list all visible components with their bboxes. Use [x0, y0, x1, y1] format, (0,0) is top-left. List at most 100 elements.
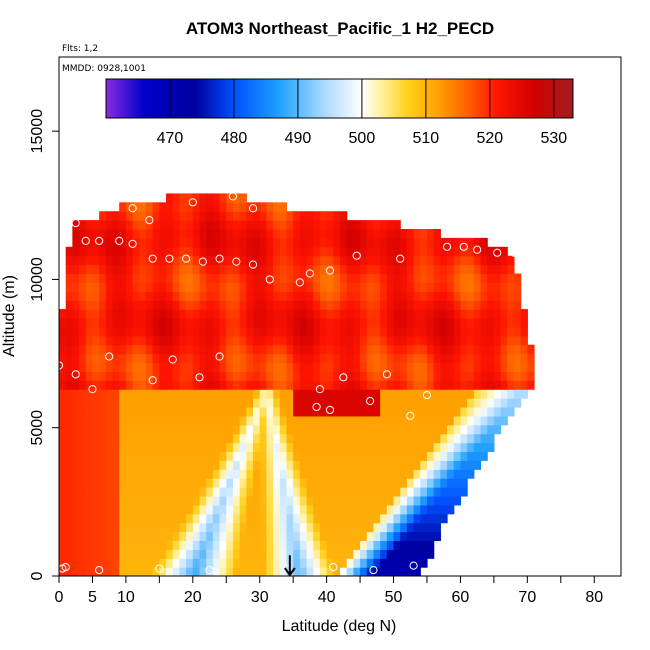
heatmap-cell: [85, 300, 94, 310]
heatmap-cell: [426, 549, 435, 559]
heatmap-cell: [119, 335, 127, 346]
heatmap-cell: [453, 495, 462, 506]
heatmap-cell: [319, 335, 328, 346]
heatmap-cell: [159, 326, 167, 337]
heatmap-cell: [286, 237, 294, 248]
heatmap-cell: [145, 202, 154, 212]
heatmap-cell: [212, 451, 221, 461]
heatmap-cell: [426, 344, 435, 355]
heatmap-cell: [79, 389, 87, 399]
heatmap-cell: [447, 300, 455, 310]
heatmap-cell: [145, 326, 154, 337]
heatmap-cell: [406, 255, 415, 266]
heatmap-cell: [159, 406, 167, 417]
heatmap-cell: [65, 291, 73, 301]
heatmap-cell: [253, 353, 261, 364]
heatmap-cell: [346, 255, 354, 266]
heatmap-cell: [500, 389, 508, 399]
heatmap-cell: [172, 246, 181, 257]
heatmap-cell: [400, 513, 408, 524]
heatmap-cell: [266, 326, 274, 337]
heatmap-cell: [447, 504, 455, 515]
heatmap-cell: [119, 460, 127, 470]
heatmap-cell: [105, 326, 114, 337]
heatmap-cell: [413, 380, 421, 390]
heatmap-cell: [480, 309, 488, 319]
heatmap-cell: [172, 406, 181, 417]
heatmap-cell: [219, 344, 227, 355]
heatmap-cell: [440, 433, 448, 444]
heatmap-cell: [393, 237, 401, 248]
heatmap-cell: [226, 469, 234, 479]
heatmap-cell: [132, 309, 140, 319]
heatmap-cell: [319, 451, 328, 461]
heatmap-cell: [493, 406, 502, 417]
heatmap-cell: [386, 317, 395, 328]
heatmap-cell: [460, 300, 468, 310]
heatmap-cell: [179, 406, 187, 417]
heatmap-cell: [192, 309, 201, 319]
heatmap-cell: [353, 478, 361, 488]
heatmap-cell: [373, 344, 381, 355]
observation-point: [248, 260, 258, 269]
heatmap-cell: [92, 335, 100, 346]
heatmap-cell: [166, 335, 174, 346]
heatmap-cell: [319, 371, 328, 381]
heatmap-cell: [487, 406, 495, 417]
heatmap-cell: [507, 264, 515, 275]
heatmap-cell: [380, 237, 388, 248]
heatmap-cell: [433, 504, 441, 515]
heatmap-cell: [125, 255, 134, 266]
heatmap-cell: [105, 246, 114, 257]
heatmap-cell: [65, 522, 73, 533]
heatmap-cell: [406, 406, 415, 417]
heatmap-cell: [299, 424, 308, 435]
heatmap-cell: [105, 255, 114, 266]
heatmap-cell: [166, 531, 174, 542]
heatmap-cell: [333, 291, 341, 301]
heatmap-cell: [326, 255, 334, 266]
heatmap-cell: [400, 264, 408, 275]
heatmap-cell: [92, 282, 100, 292]
heatmap-cell: [232, 300, 241, 310]
heatmap-cell: [186, 282, 194, 292]
heatmap-cell: [253, 264, 261, 275]
heatmap-cell: [266, 380, 274, 390]
heatmap-cell: [386, 451, 395, 461]
heatmap-cell: [326, 478, 334, 488]
heatmap-cell: [145, 344, 154, 355]
heatmap-cell: [105, 282, 114, 292]
heatmap-cell: [239, 353, 247, 364]
heatmap-cell: [92, 415, 100, 426]
heatmap-cell: [346, 406, 354, 417]
heatmap-cell: [105, 371, 114, 381]
x-tick-label: 50: [385, 589, 403, 606]
heatmap-cell: [279, 282, 288, 292]
heatmap-cell: [132, 300, 140, 310]
heatmap-cell: [85, 220, 94, 230]
heatmap-cell: [393, 469, 401, 479]
heatmap-cell: [467, 335, 475, 346]
heatmap-cell: [132, 424, 140, 435]
heatmap-cell: [152, 469, 160, 479]
heatmap-cell: [85, 353, 94, 364]
heatmap-cell: [313, 469, 321, 479]
heatmap-cell: [139, 291, 147, 301]
heatmap-cell: [400, 389, 408, 399]
heatmap-cell: [340, 442, 348, 453]
heatmap-cell: [319, 504, 328, 515]
heatmap-cell: [186, 549, 194, 559]
heatmap-cell: [99, 353, 107, 364]
heatmap-cell: [426, 478, 435, 488]
heatmap-cell: [232, 326, 241, 337]
heatmap-cell: [467, 460, 475, 470]
heatmap-cell: [286, 433, 294, 444]
heatmap-cell: [246, 406, 254, 417]
heatmap-cell: [266, 504, 274, 515]
heatmap-cell: [186, 558, 194, 568]
heatmap-cell: [159, 558, 167, 568]
heatmap-cell: [366, 442, 375, 453]
heatmap-cell: [520, 380, 528, 390]
heatmap-cell: [413, 406, 421, 417]
heatmap-cell: [232, 202, 241, 212]
